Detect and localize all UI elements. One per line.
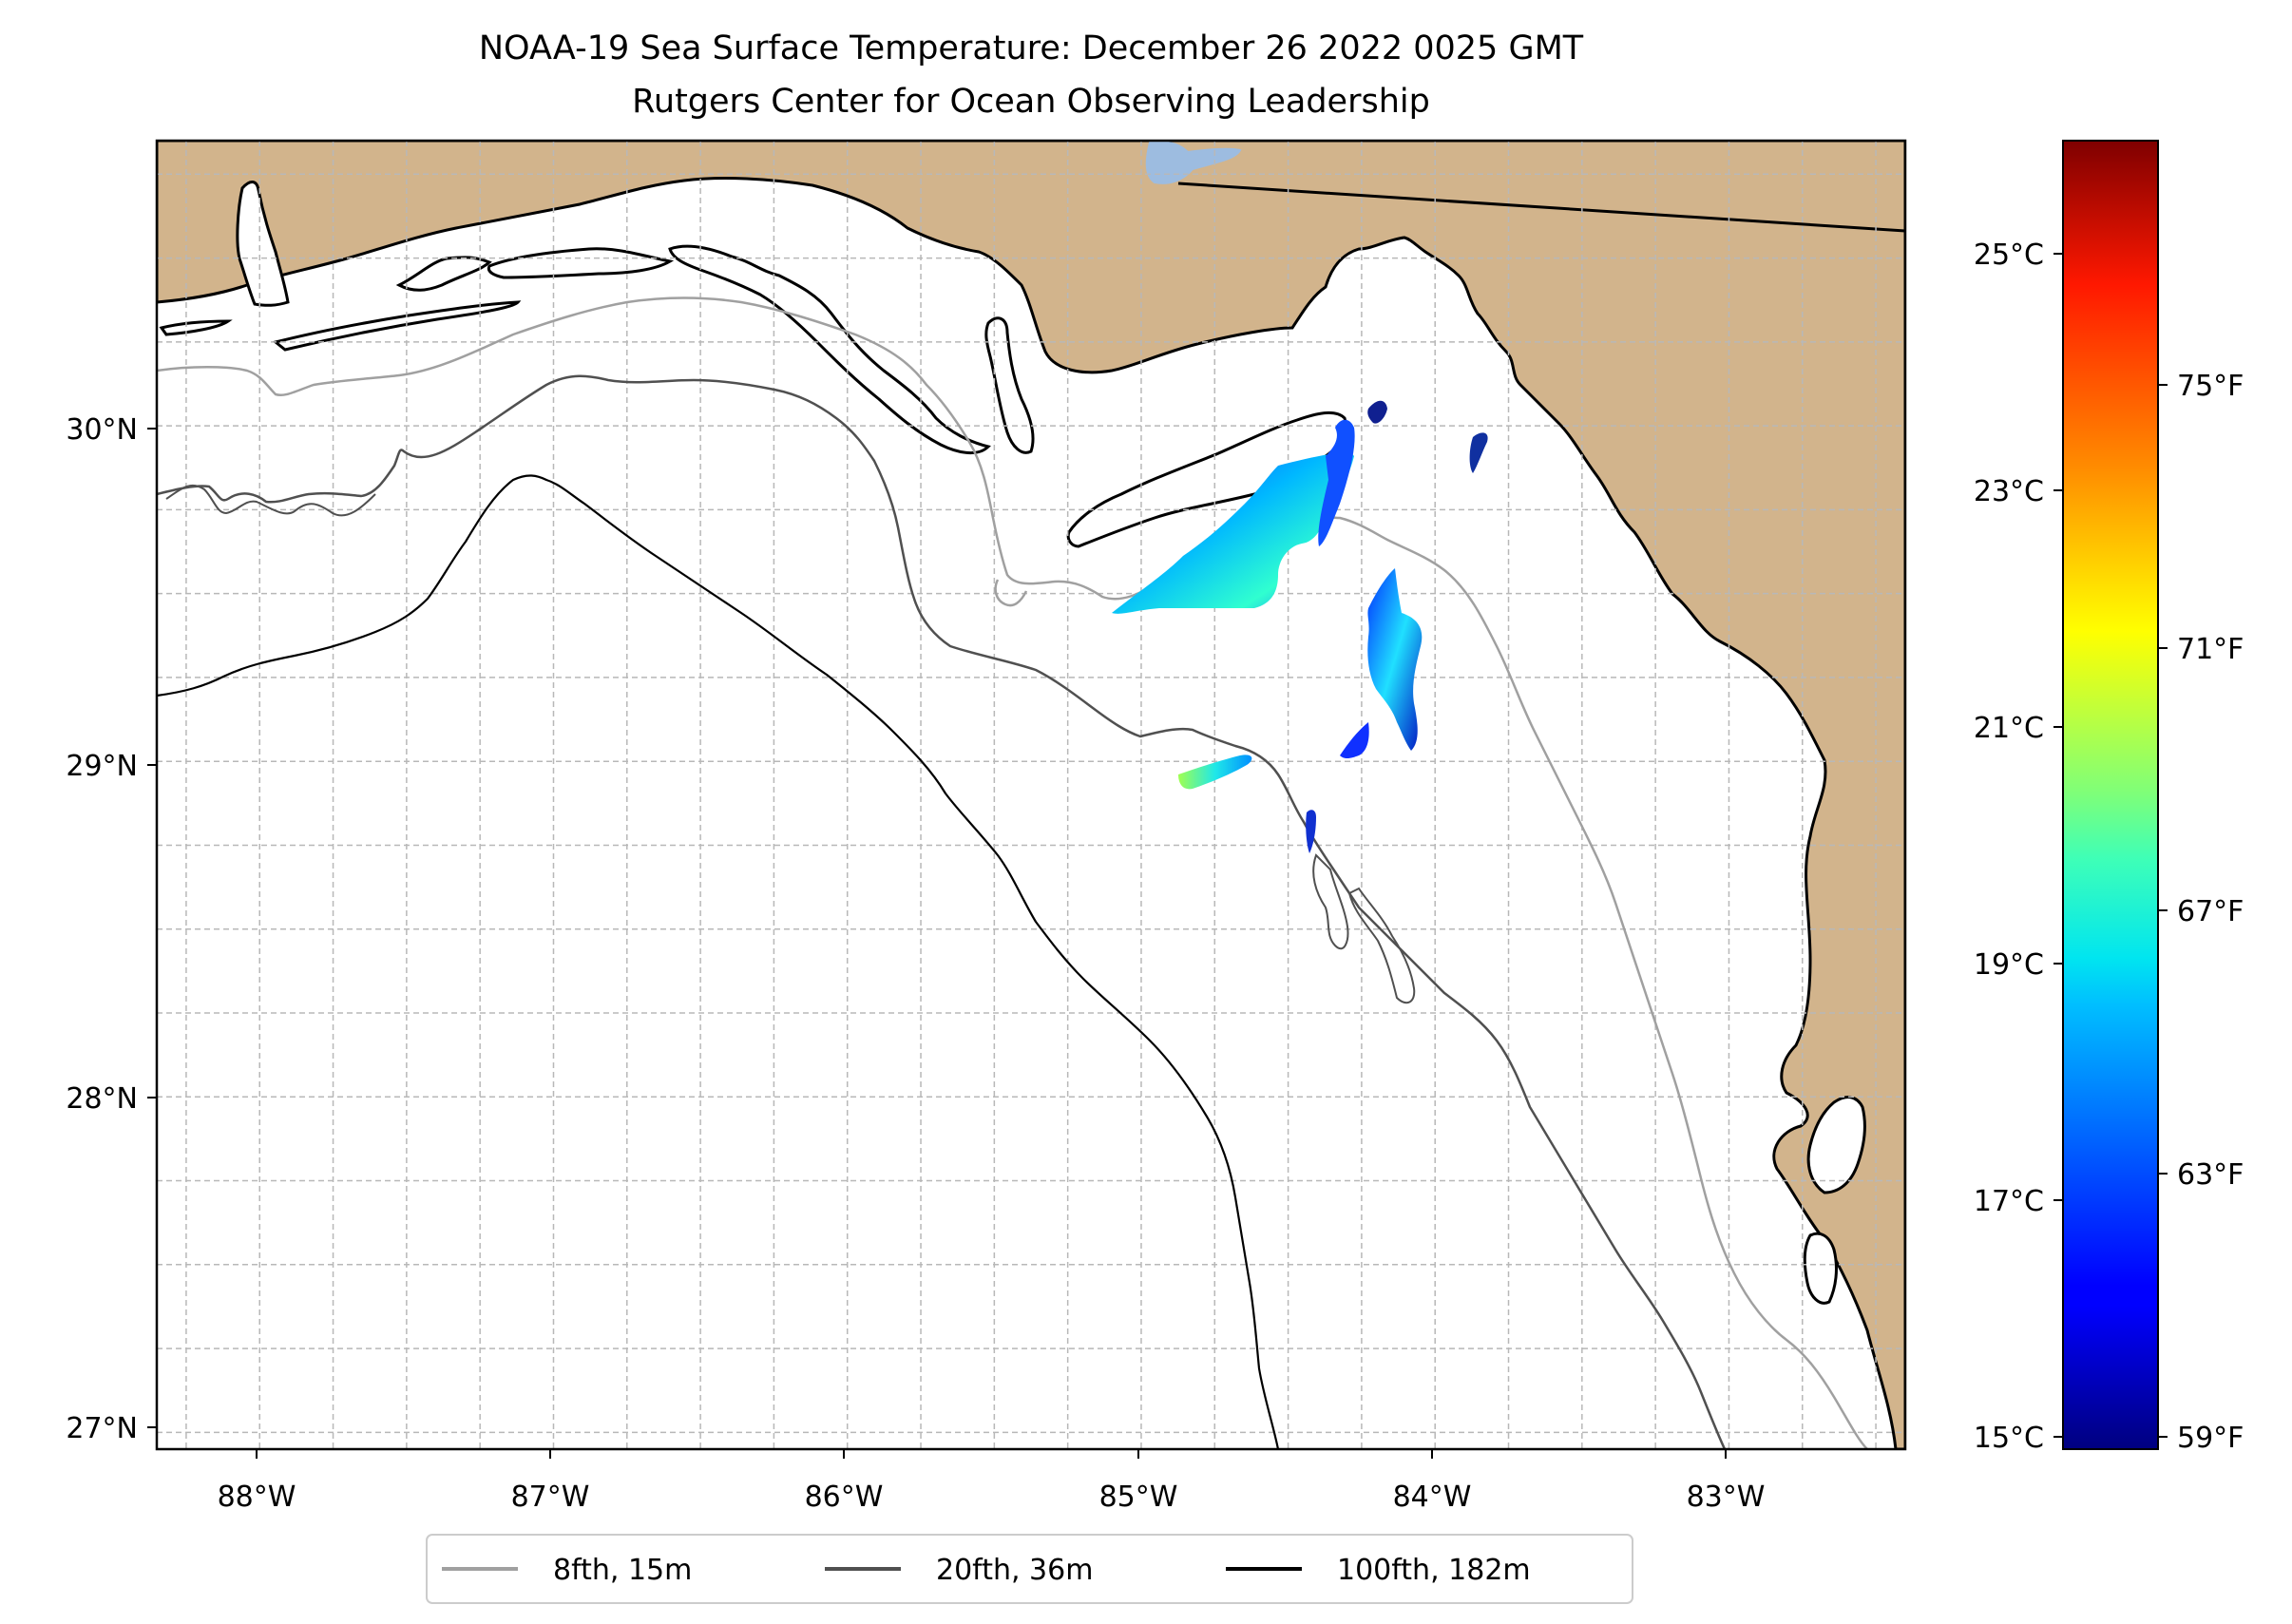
lat-tick-label-2: 29°N (66, 750, 138, 783)
fahrenheit-tick-label-3: 71°F (2177, 633, 2244, 666)
map-panel (157, 141, 1905, 1449)
lon-tick-label-0: 88°W (218, 1481, 296, 1514)
st-andrew-bay (668, 244, 991, 454)
legend-label-100fth: 100fth, 182m (1337, 1554, 1531, 1587)
fahrenheit-tick-label-4: 75°F (2177, 370, 2244, 403)
sst-patch-apalachee-east (1318, 419, 1355, 546)
state-border (1177, 182, 1905, 233)
legend-box (426, 1534, 1633, 1604)
isobath-20fth-shoal-a (1312, 853, 1349, 950)
sst-patch-southwest (1178, 755, 1252, 790)
sst-patch-north-slash (1469, 432, 1488, 473)
map-frame (155, 139, 1907, 1451)
lon-tick-label-2: 86°W (805, 1481, 884, 1514)
lon-tick-label-5: 83°W (1687, 1481, 1766, 1514)
isobath-100fth-182m (157, 474, 1280, 1449)
sst-patch-north-pocket (1367, 400, 1387, 424)
charlotte-harbor (1803, 1232, 1838, 1305)
fahrenheit-tick-label-0: 59°F (2177, 1422, 2244, 1455)
celsius-tick-label-4: 23°C (1974, 475, 2044, 508)
tampa-bay (1806, 1096, 1866, 1194)
title-line-1: NOAA-19 Sea Surface Temperature: Decembe… (479, 29, 1584, 67)
latitude-axis: 27°N 28°N 29°N 30°N (66, 413, 157, 1445)
colorbar-celsius-axis: 15°C 17°C 19°C 21°C 23°C 25°C (1974, 239, 2063, 1455)
fahrenheit-tick-label-2: 67°F (2177, 895, 2244, 928)
isobath-20fth-shoal-b (1347, 887, 1416, 1004)
map-gridlines (157, 141, 1905, 1449)
colorbar (2062, 140, 2159, 1450)
title-line-2: Rutgers Center for Ocean Observing Leade… (632, 83, 1430, 121)
fahrenheit-tick-label-1: 63°F (2177, 1158, 2244, 1192)
sst-patch-south-sliver (1306, 810, 1316, 853)
barrier-island-1 (272, 300, 522, 352)
land-north (157, 141, 1905, 1449)
isobath-20fth-western-detail (165, 484, 376, 517)
sst-patch-central (1367, 568, 1423, 751)
mobile-bay (236, 181, 290, 307)
lat-tick-label-0: 27°N (66, 1412, 138, 1445)
isobath-20fth-36m (157, 374, 1727, 1449)
lon-tick-label-1: 87°W (511, 1481, 590, 1514)
pensacola-bay (395, 256, 492, 292)
sst-patch-small-blue (1340, 722, 1369, 759)
legend: 8fth, 15m 20fth, 36m 100fth, 182m (426, 1534, 1633, 1604)
apalachicola-bay (1066, 411, 1347, 548)
sst-patch-apalachee-west (1112, 450, 1354, 614)
legend-label-8fth: 8fth, 15m (553, 1554, 692, 1587)
lon-tick-label-3: 85°W (1099, 1481, 1178, 1514)
celsius-tick-label-2: 19°C (1974, 948, 2044, 982)
celsius-tick-label-5: 25°C (1974, 239, 2044, 272)
st-joe-bay (984, 316, 1035, 454)
celsius-tick-label-3: 21°C (1974, 712, 2044, 745)
lat-tick-label-3: 30°N (66, 413, 138, 447)
legend-label-20fth: 20fth, 36m (936, 1554, 1093, 1587)
choctawhatchee-bay (487, 247, 675, 279)
isobath-8fth-coastal-wiggle (994, 579, 1028, 607)
celsius-tick-label-0: 15°C (1974, 1422, 2044, 1455)
lon-tick-label-4: 84°W (1393, 1481, 1472, 1514)
lake-seminole (1145, 141, 1242, 184)
barrier-island-2 (159, 319, 233, 336)
longitude-axis: 88°W 87°W 86°W 85°W 84°W 83°W (218, 1449, 1766, 1514)
colorbar-fahrenheit-axis: 59°F 63°F 67°F 71°F 75°F (2158, 370, 2244, 1455)
celsius-tick-label-1: 17°C (1974, 1185, 2044, 1218)
lat-tick-label-1: 28°N (66, 1082, 138, 1116)
